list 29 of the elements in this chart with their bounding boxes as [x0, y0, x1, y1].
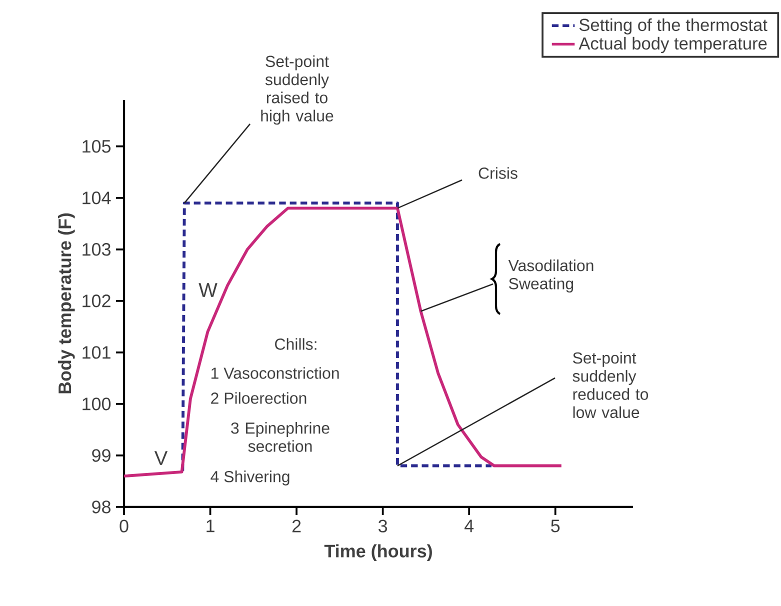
annotation: 2 Piloerection [211, 392, 306, 404]
y-axis-title: Body temperature (F) [58, 213, 75, 394]
x-tick-label: 3 [378, 520, 388, 532]
y-tick-label: 103 [82, 243, 110, 256]
annotation: Chills: [275, 338, 316, 350]
y-tick-label: 99 [92, 449, 110, 462]
y-tick-label: 101 [82, 346, 110, 359]
x-tick-label: 2 [292, 520, 301, 532]
y-tick-label: 98 [92, 500, 111, 514]
annotation: 3 Epinephrine secretion [231, 422, 330, 452]
annotation: Set-point suddenly reduced to low value [572, 352, 648, 418]
y-tick-label: 104 [82, 192, 111, 204]
annotation: V [154, 451, 168, 465]
annotation: 4 Shivering [210, 470, 290, 486]
annotation: Set-point suddenly raised to high value [261, 55, 334, 125]
y-tick-label: 102 [82, 294, 110, 308]
legend-label: Setting of the thermostat [579, 18, 768, 35]
annotation: Vasodilation Sweating [508, 259, 594, 293]
annotation: Crisis [478, 167, 518, 179]
x-tick-label: 4 [464, 520, 474, 532]
annotation: W [198, 283, 218, 297]
x-tick-label: 1 [206, 520, 214, 532]
x-tick-label: 0 [120, 520, 128, 532]
y-tick-label: 100 [82, 398, 111, 410]
legend-label: Actual body temperature [578, 36, 767, 54]
annotation: 1 Vasoconstriction [211, 367, 339, 379]
x-tick-label: 5 [551, 520, 560, 532]
x-axis-title: Time (hours) [324, 544, 432, 562]
y-tick-label: 105 [82, 140, 111, 153]
